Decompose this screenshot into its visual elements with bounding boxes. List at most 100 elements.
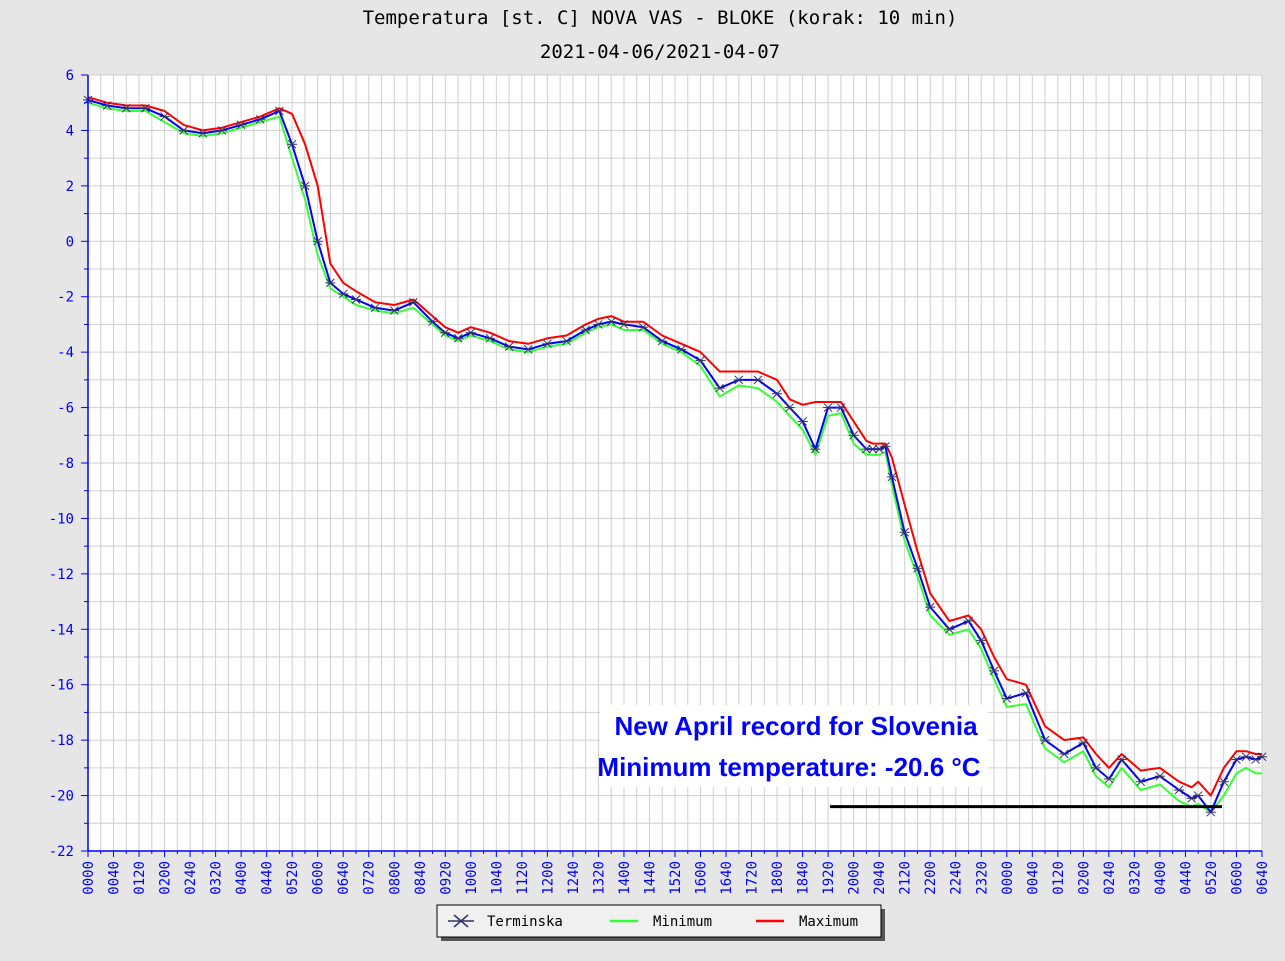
data-point-terminska bbox=[300, 181, 311, 191]
data-point-terminska bbox=[580, 325, 591, 335]
data-point-terminska bbox=[274, 106, 285, 116]
data-point-terminska bbox=[963, 616, 974, 626]
data-point-terminska bbox=[370, 303, 381, 313]
data-point-terminska bbox=[102, 101, 113, 110]
data-point-terminska bbox=[836, 403, 847, 412]
legend-item-maximum: Maximum bbox=[756, 914, 858, 930]
x-tick-label: 1840 bbox=[796, 861, 812, 895]
axes: 6 4 2 0 -2 -4 -6 -8 -10 -12 -14 -16 -18 -20 -22 0000 004… bbox=[49, 68, 1271, 895]
y-tick-label: -10 bbox=[49, 511, 74, 527]
x-tick-label: 0640 bbox=[1255, 861, 1271, 895]
data-point-terminska bbox=[1241, 752, 1252, 762]
grid bbox=[87, 74, 1263, 852]
x-tick-label: 0120 bbox=[1051, 861, 1067, 895]
data-point-terminska bbox=[880, 442, 891, 451]
data-point-terminska bbox=[772, 389, 783, 399]
data-point-terminska bbox=[504, 342, 515, 351]
annotation-line2: Minimum temperature: -20.6 °C bbox=[597, 752, 980, 782]
legend-item-minimum: Minimum bbox=[610, 914, 712, 930]
legend-label-minimum: Minimum bbox=[653, 914, 712, 930]
x-tick-label: 1920 bbox=[821, 861, 837, 895]
data-point-terminska bbox=[484, 333, 495, 343]
y-tick-label: 6 bbox=[66, 68, 74, 84]
data-point-terminska bbox=[542, 339, 553, 349]
data-point-terminska bbox=[1001, 694, 1012, 703]
data-point-terminska bbox=[1135, 777, 1146, 787]
data-point-terminska bbox=[389, 306, 400, 315]
series-line-minimum bbox=[87, 101, 1263, 814]
data-point-terminska bbox=[1040, 735, 1051, 745]
x-tick-label: 0840 bbox=[413, 861, 429, 895]
x-tick-label: 1640 bbox=[719, 861, 735, 895]
data-point-terminska bbox=[810, 444, 821, 454]
x-tick-label: 0120 bbox=[132, 861, 148, 895]
data-point-terminska bbox=[618, 320, 629, 329]
data-point-terminska bbox=[886, 472, 897, 482]
data-point-terminska bbox=[676, 345, 687, 354]
x-tick-label: 1800 bbox=[770, 861, 786, 895]
legend-label-terminska: Terminska bbox=[487, 914, 563, 930]
y-tick-label: -22 bbox=[49, 844, 74, 860]
x-tick-label: 0440 bbox=[1178, 861, 1194, 895]
x-tick-label: 0440 bbox=[260, 861, 276, 895]
y-tick-label: -18 bbox=[49, 733, 74, 749]
x-tick-label: 0000 bbox=[1000, 861, 1016, 895]
y-tick-label: -14 bbox=[49, 622, 74, 638]
y-tick-label: -6 bbox=[57, 401, 74, 417]
x-tick-label: 0800 bbox=[387, 861, 403, 895]
data-point-terminska bbox=[695, 356, 706, 365]
x-tick-label: 1520 bbox=[668, 861, 684, 895]
data-point-terminska bbox=[714, 383, 725, 393]
data-point-terminska bbox=[561, 336, 572, 346]
data-point-terminska bbox=[593, 320, 604, 329]
data-point-terminska bbox=[197, 128, 208, 138]
data-point-terminska bbox=[925, 602, 936, 612]
data-point-terminska bbox=[1193, 791, 1204, 800]
legend: Terminska Minimum Maximum bbox=[436, 904, 885, 941]
x-tick-label: 2240 bbox=[949, 861, 965, 895]
y-tick-label: -12 bbox=[49, 567, 74, 583]
data-point-terminska bbox=[1020, 688, 1031, 698]
data-point-terminska bbox=[733, 375, 744, 385]
chart-subtitle: 2021-04-06/2021-04-07 bbox=[540, 41, 780, 63]
data-point-terminska bbox=[159, 112, 170, 121]
x-tick-label: 0720 bbox=[362, 861, 378, 895]
data-point-terminska bbox=[784, 403, 795, 412]
data-point-terminska bbox=[944, 624, 955, 634]
x-tick-label: 0200 bbox=[1076, 861, 1092, 895]
data-point-terminska bbox=[912, 563, 923, 573]
data-point-terminska bbox=[523, 345, 534, 354]
x-tick-label: 0240 bbox=[183, 861, 199, 895]
data-point-terminska bbox=[325, 278, 336, 288]
x-tick-label: 0320 bbox=[1127, 861, 1143, 895]
x-tick-label: 2320 bbox=[974, 861, 990, 895]
record-annotation: New April record for Slovenia Minimum te… bbox=[597, 705, 1222, 809]
data-point-terminska bbox=[1231, 755, 1242, 764]
data-point-terminska bbox=[1059, 749, 1070, 759]
chart-title: Temperatura [st. C] NOVA VAS - BLOKE (ko… bbox=[363, 7, 958, 29]
data-point-terminska bbox=[440, 328, 451, 338]
x-tick-label: 0400 bbox=[234, 861, 250, 895]
x-tick-label: 2200 bbox=[923, 861, 939, 895]
legend-item-terminska: Terminska bbox=[448, 914, 563, 930]
data-point-terminska bbox=[1103, 774, 1114, 784]
data-point-terminska bbox=[216, 126, 227, 135]
data-point-terminska bbox=[797, 417, 808, 426]
annotation-box bbox=[600, 705, 988, 787]
data-point-terminska bbox=[657, 336, 668, 346]
data-point-terminska bbox=[312, 236, 323, 246]
x-tick-label: 1320 bbox=[591, 861, 607, 895]
x-tick-label: 1000 bbox=[464, 861, 480, 895]
data-point-terminska bbox=[1078, 738, 1089, 748]
x-tick-label: 0520 bbox=[1204, 861, 1220, 895]
data-point-terminska bbox=[178, 126, 189, 135]
data-point-terminska bbox=[976, 636, 987, 645]
x-tick-label: 1600 bbox=[694, 861, 710, 895]
data-point-terminska bbox=[1218, 777, 1229, 787]
x-tick-label: 1240 bbox=[566, 861, 582, 895]
x-tick-label: 1440 bbox=[642, 861, 658, 895]
data-point-terminska bbox=[1154, 771, 1165, 781]
x-tick-label: 0400 bbox=[1153, 861, 1169, 895]
y-tick-label: -8 bbox=[57, 456, 74, 472]
